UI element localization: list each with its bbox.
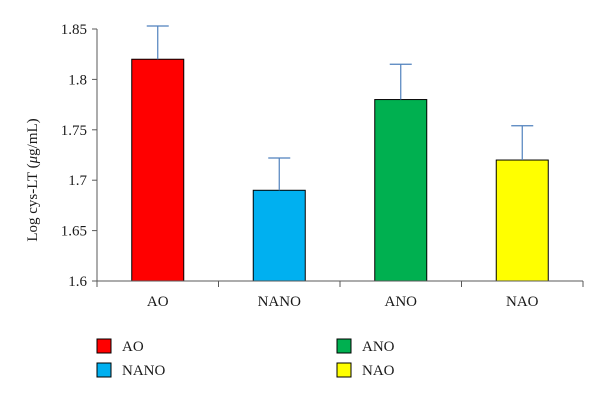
x-tick-label-nano: NANO <box>258 294 301 310</box>
bar-nao <box>495 159 549 282</box>
legend-swatch-ao <box>96 338 112 354</box>
legend-label-ano: ANO <box>362 339 395 355</box>
y-tick-label-1: 1.65 <box>61 224 87 240</box>
y-tick-label-5: 1.85 <box>61 22 87 38</box>
legend-label-nano: NANO <box>122 363 165 379</box>
x-tick-label-ano: ANO <box>385 294 418 310</box>
legend: AO ANO NANO NAO <box>96 338 395 379</box>
y-axis-title-part-2: g/mL) <box>25 118 41 156</box>
axes-group <box>96 29 584 287</box>
y-tick-label-2: 1.7 <box>68 173 87 189</box>
y-tick-label-4: 1.8 <box>68 72 87 88</box>
y-tick-label-3: 1.75 <box>61 123 87 139</box>
y-axis-title: Log cys-LT (μg/mL) <box>25 118 41 241</box>
y-axis-title-unit-mu: μ <box>25 155 41 164</box>
bar-nano <box>252 189 306 282</box>
x-axis-labels: AO NANO ANO NAO <box>147 294 539 310</box>
bars-group <box>131 58 549 282</box>
y-tick-label-0: 1.6 <box>68 274 87 290</box>
x-tick-label-ao: AO <box>147 294 169 310</box>
y-axis-title-text: Log cys-LT (μg/mL) <box>25 118 41 241</box>
bar-ano <box>374 99 428 282</box>
error-bars-group <box>146 25 534 191</box>
y-axis-ticks: 1.6 1.65 1.7 1.75 1.8 1.85 <box>61 22 97 290</box>
x-tick-label-nao: NAO <box>506 294 539 310</box>
legend-swatch-ano <box>336 338 352 354</box>
legend-swatch-nao <box>336 362 352 378</box>
y-axis-title-part-1: Log cys-LT ( <box>25 163 41 241</box>
legend-swatch-nano <box>96 362 112 378</box>
legend-label-ao: AO <box>122 339 144 355</box>
legend-label-nao: NAO <box>362 363 395 379</box>
bar-ao <box>131 58 185 282</box>
